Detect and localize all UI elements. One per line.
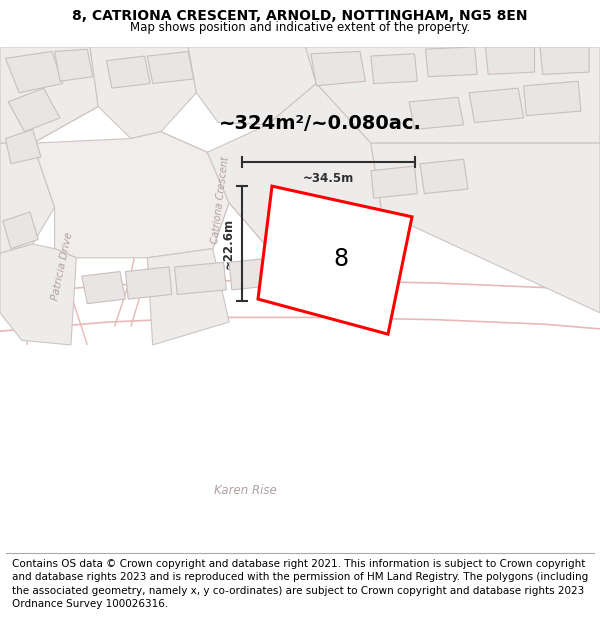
Text: Contains OS data © Crown copyright and database right 2021. This information is : Contains OS data © Crown copyright and d…	[12, 559, 588, 609]
Text: Patricia Drive: Patricia Drive	[50, 231, 74, 301]
Polygon shape	[3, 212, 38, 249]
Text: Karen Rise: Karen Rise	[214, 484, 277, 498]
Polygon shape	[371, 54, 417, 84]
Polygon shape	[147, 249, 229, 345]
Polygon shape	[175, 262, 226, 294]
Text: ~22.6m: ~22.6m	[221, 218, 235, 269]
Polygon shape	[469, 88, 524, 122]
Polygon shape	[425, 47, 477, 77]
Polygon shape	[0, 47, 98, 143]
Text: ~324m²/~0.080ac.: ~324m²/~0.080ac.	[218, 114, 421, 133]
Polygon shape	[106, 56, 150, 88]
Polygon shape	[82, 271, 125, 304]
Polygon shape	[420, 159, 468, 194]
Polygon shape	[5, 51, 63, 92]
Polygon shape	[311, 51, 365, 86]
Polygon shape	[371, 166, 417, 198]
Text: 8, CATRIONA CRESCENT, ARNOLD, NOTTINGHAM, NG5 8EN: 8, CATRIONA CRESCENT, ARNOLD, NOTTINGHAM…	[72, 9, 528, 23]
Polygon shape	[8, 88, 60, 132]
Polygon shape	[147, 51, 194, 84]
Polygon shape	[409, 98, 464, 129]
Polygon shape	[188, 47, 316, 125]
Polygon shape	[524, 81, 581, 116]
Polygon shape	[55, 49, 93, 81]
Polygon shape	[305, 47, 600, 143]
Polygon shape	[33, 132, 229, 258]
Polygon shape	[258, 186, 412, 334]
Polygon shape	[0, 143, 55, 253]
Polygon shape	[371, 143, 600, 313]
Polygon shape	[90, 47, 196, 139]
Text: ~34.5m: ~34.5m	[303, 172, 354, 185]
Text: 8: 8	[333, 247, 348, 271]
Text: Catriona Crescent: Catriona Crescent	[209, 156, 230, 244]
Polygon shape	[0, 244, 76, 345]
Polygon shape	[485, 47, 535, 74]
Polygon shape	[207, 84, 382, 253]
Polygon shape	[229, 258, 275, 290]
Polygon shape	[125, 267, 172, 299]
Polygon shape	[540, 47, 589, 74]
Text: Map shows position and indicative extent of the property.: Map shows position and indicative extent…	[130, 21, 470, 34]
Polygon shape	[5, 129, 41, 164]
